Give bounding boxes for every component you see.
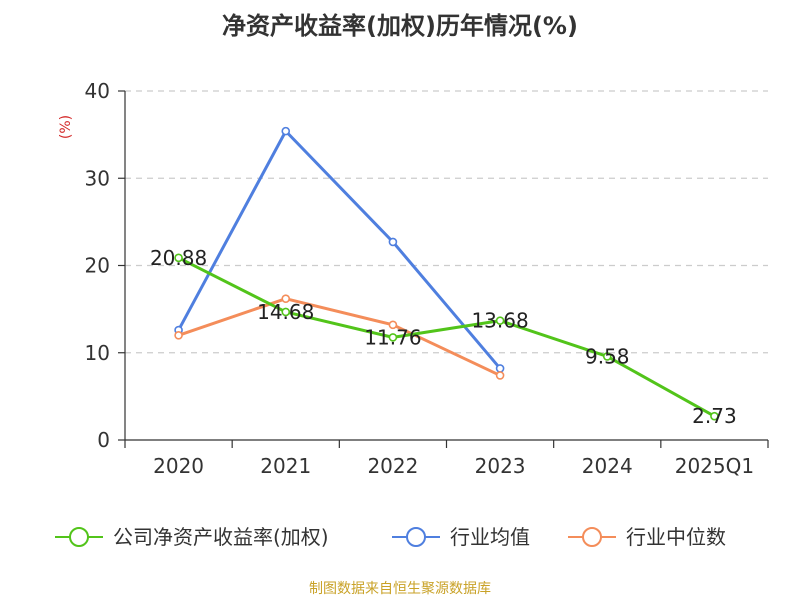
data-point[interactable] bbox=[495, 371, 505, 380]
data-point[interactable] bbox=[281, 126, 291, 136]
source-note: 制图数据来自恒生聚源数据库 bbox=[309, 581, 491, 597]
data-point[interactable] bbox=[174, 330, 183, 340]
legend-label[interactable]: 公司净资产收益率(加权) bbox=[113, 525, 329, 549]
data-label: 2.73 bbox=[692, 404, 737, 428]
x-tick-label: 2025Q1 bbox=[675, 454, 754, 478]
legend-label[interactable]: 行业中位数 bbox=[626, 525, 726, 549]
data-point[interactable] bbox=[710, 411, 719, 421]
data-point[interactable] bbox=[495, 316, 505, 325]
x-tick-label: 2020 bbox=[153, 454, 204, 478]
y-axis-label: (%) bbox=[58, 115, 74, 139]
legend-label[interactable]: 行业均值 bbox=[450, 525, 530, 549]
series-line bbox=[177, 129, 502, 370]
data-point[interactable] bbox=[495, 364, 505, 373]
x-tick-label: 2024 bbox=[582, 454, 633, 478]
x-tick-label: 2023 bbox=[475, 454, 526, 478]
legend-swatch-marker[interactable] bbox=[582, 527, 602, 547]
data-label: 20.88 bbox=[150, 246, 207, 270]
data-label: 11.76 bbox=[364, 325, 421, 349]
x-tick-label: 2022 bbox=[367, 454, 418, 478]
y-tick-label: 30 bbox=[85, 166, 110, 190]
y-tick-label: 10 bbox=[85, 341, 110, 365]
data-point[interactable] bbox=[281, 294, 291, 303]
data-label: 13.68 bbox=[471, 309, 528, 333]
series-line bbox=[177, 256, 716, 418]
data-point[interactable] bbox=[602, 352, 612, 361]
y-tick-label: 0 bbox=[97, 428, 110, 452]
data-label: 14.68 bbox=[257, 300, 314, 324]
legend-swatch-marker[interactable] bbox=[69, 527, 89, 547]
data-point[interactable] bbox=[281, 307, 291, 317]
data-point[interactable] bbox=[388, 237, 398, 247]
data-label: 9.58 bbox=[585, 344, 630, 368]
y-tick-label: 40 bbox=[85, 79, 110, 103]
legend-swatch-marker[interactable] bbox=[406, 527, 426, 547]
data-point[interactable] bbox=[388, 333, 398, 342]
x-tick-label: 2021 bbox=[260, 454, 311, 478]
data-point[interactable] bbox=[174, 253, 183, 263]
data-point[interactable] bbox=[388, 320, 398, 330]
chart-title: 净资产收益率(加权)历年情况(%) bbox=[222, 12, 578, 40]
y-tick-label: 20 bbox=[85, 254, 110, 278]
series-line bbox=[178, 297, 501, 377]
